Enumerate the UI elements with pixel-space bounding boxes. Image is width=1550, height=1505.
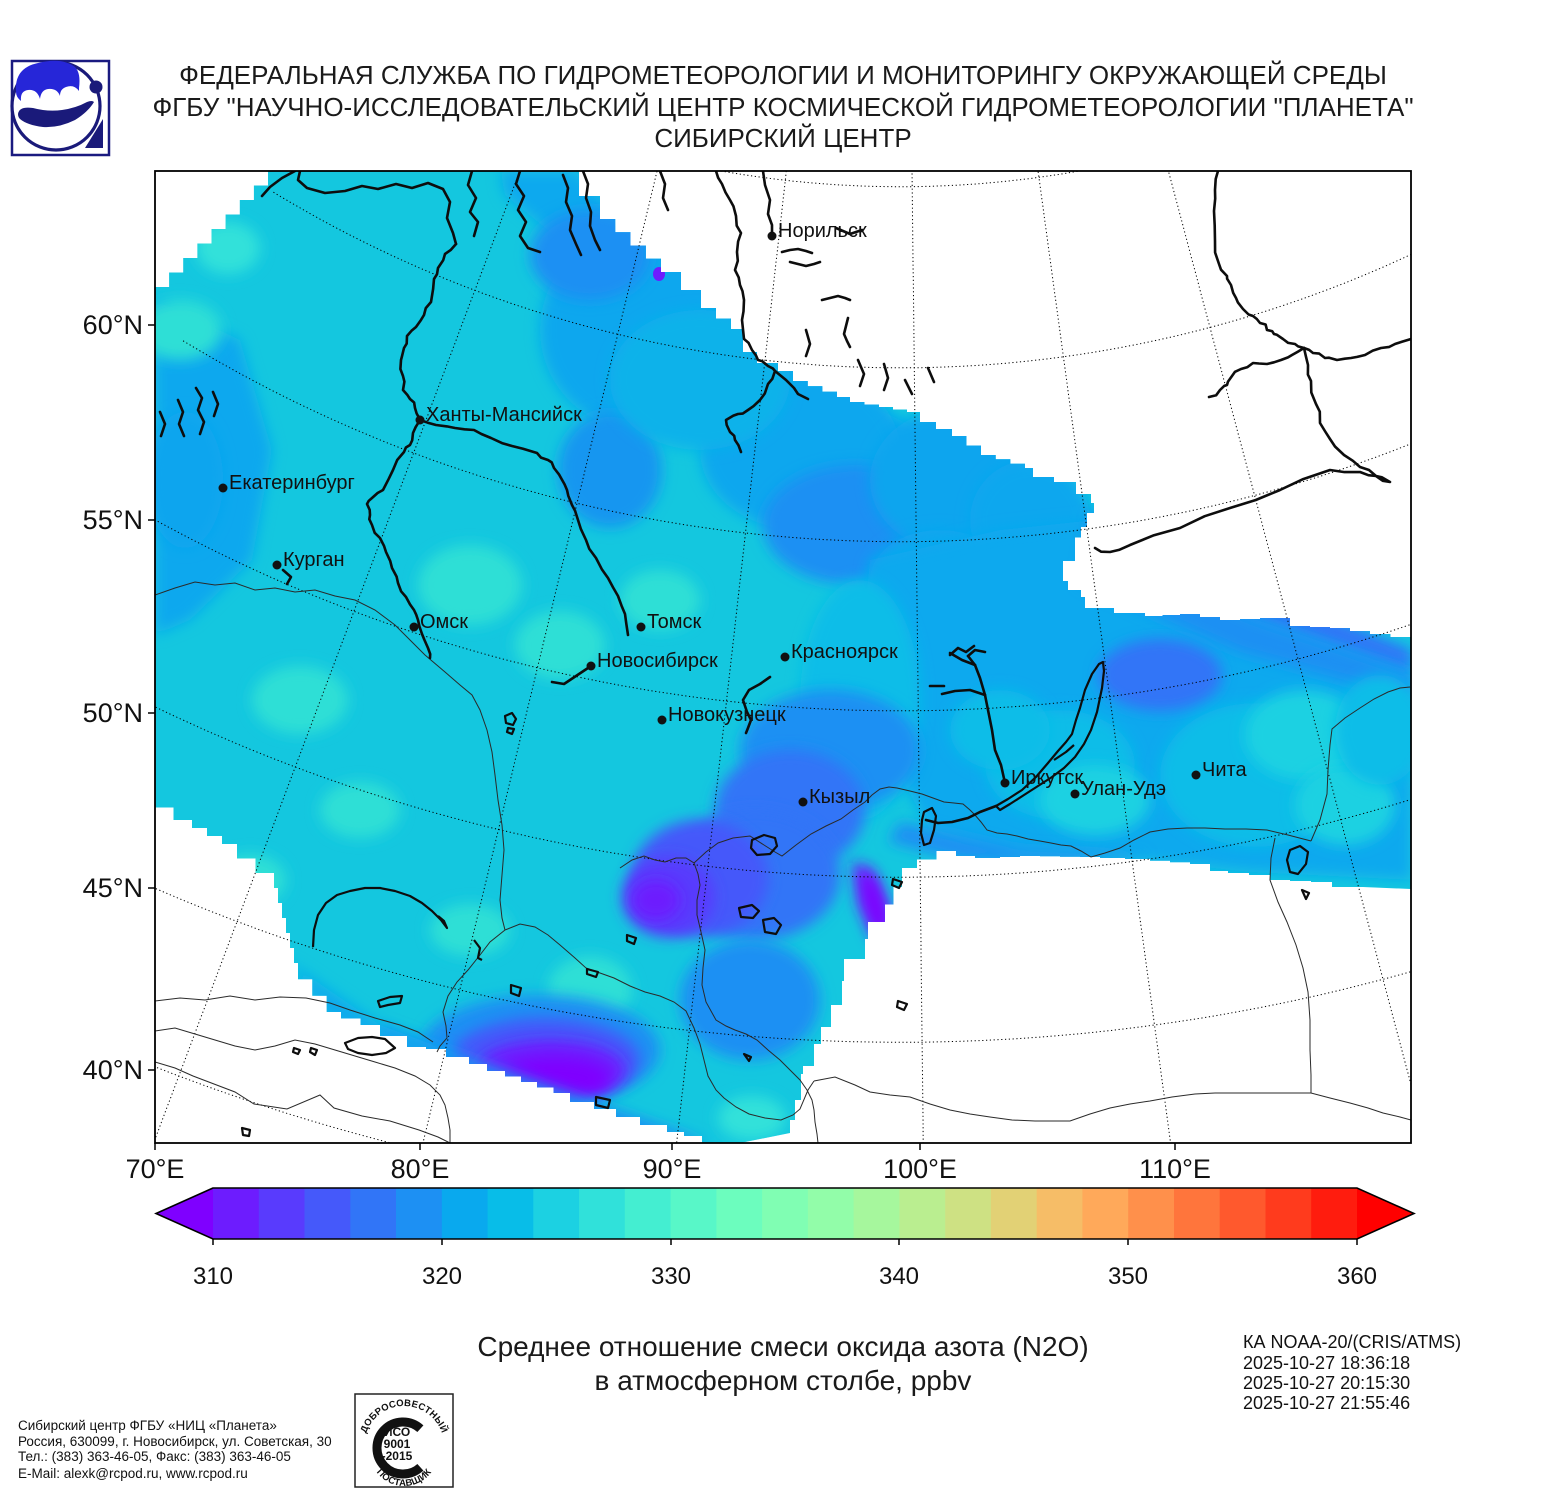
svg-text:Красноярск: Красноярск <box>791 641 898 663</box>
svg-text:330: 330 <box>651 1263 691 1290</box>
svg-text:Ханты-Мансийск: Ханты-Мансийск <box>426 404 582 426</box>
svg-text:2025-10-27 21:55:46: 2025-10-27 21:55:46 <box>1243 1393 1410 1413</box>
svg-text:70°E: 70°E <box>126 1154 185 1184</box>
svg-text:-2015: -2015 <box>382 1449 413 1463</box>
svg-text:СИБИРСКИЙ ЦЕНТР: СИБИРСКИЙ ЦЕНТР <box>654 123 911 153</box>
svg-text:2025-10-27 20:15:30: 2025-10-27 20:15:30 <box>1243 1373 1410 1393</box>
svg-text:360: 360 <box>1337 1263 1377 1290</box>
svg-text:Среднее отношение смеси оксида: Среднее отношение смеси оксида азота (N2… <box>477 1331 1088 1362</box>
svg-text:ИСО: ИСО <box>384 1425 410 1439</box>
svg-text:40°N: 40°N <box>83 1055 143 1085</box>
svg-text:90°E: 90°E <box>643 1154 702 1184</box>
svg-text:2025-10-27 18:36:18: 2025-10-27 18:36:18 <box>1243 1353 1410 1373</box>
svg-text:Иркутск: Иркутск <box>1011 767 1083 789</box>
svg-text:ФЕДЕРАЛЬНАЯ СЛУЖБА ПО ГИДРОМЕТ: ФЕДЕРАЛЬНАЯ СЛУЖБА ПО ГИДРОМЕТЕОРОЛОГИИ … <box>179 60 1387 90</box>
svg-text:Чита: Чита <box>1202 759 1247 781</box>
svg-text:50°N: 50°N <box>83 698 143 728</box>
svg-text:E-Mail: alexk@rcpod.ru, www.rc: E-Mail: alexk@rcpod.ru, www.rcpod.ru <box>18 1466 248 1481</box>
svg-text:60°N: 60°N <box>83 310 143 340</box>
svg-text:Омск: Омск <box>420 611 468 633</box>
svg-text:Сибирский центр ФГБУ «НИЦ «Пла: Сибирский центр ФГБУ «НИЦ «Планета» <box>18 1418 277 1433</box>
svg-text:Новокузнецк: Новокузнецк <box>668 704 786 726</box>
svg-text:Кызыл: Кызыл <box>809 786 870 808</box>
svg-text:45°N: 45°N <box>83 873 143 903</box>
svg-text:9001: 9001 <box>384 1437 411 1451</box>
svg-text:340: 340 <box>879 1263 919 1290</box>
svg-text:320: 320 <box>422 1263 462 1290</box>
svg-text:Екатеринбург: Екатеринбург <box>229 472 355 494</box>
svg-text:80°E: 80°E <box>391 1154 450 1184</box>
svg-text:Новосибирск: Новосибирск <box>597 650 718 672</box>
svg-text:Тел.: (383) 363-46-05, Факс: (: Тел.: (383) 363-46-05, Факс: (383) 363-4… <box>18 1449 291 1464</box>
svg-text:310: 310 <box>193 1263 233 1290</box>
svg-text:в атмосферном столбе, ppbv: в атмосферном столбе, ppbv <box>595 1365 972 1396</box>
svg-text:Курган: Курган <box>283 549 345 571</box>
svg-text:Улан-Удэ: Улан-Удэ <box>1081 778 1166 800</box>
svg-text:55°N: 55°N <box>83 505 143 535</box>
svg-text:Норильск: Норильск <box>778 220 867 242</box>
svg-text:КА NOAA-20/(CRIS/ATMS): КА NOAA-20/(CRIS/ATMS) <box>1243 1332 1461 1352</box>
svg-text:100°E: 100°E <box>883 1154 957 1184</box>
svg-text:350: 350 <box>1108 1263 1148 1290</box>
svg-text:Россия, 630099, г. Новосибирск: Россия, 630099, г. Новосибирск, ул. Сове… <box>18 1434 332 1449</box>
svg-text:ФГБУ "НАУЧНО-ИССЛЕДОВАТЕЛЬСКИЙ: ФГБУ "НАУЧНО-ИССЛЕДОВАТЕЛЬСКИЙ ЦЕНТР КОС… <box>152 92 1413 122</box>
svg-text:Томск: Томск <box>647 611 702 633</box>
svg-text:110°E: 110°E <box>1139 1154 1211 1184</box>
